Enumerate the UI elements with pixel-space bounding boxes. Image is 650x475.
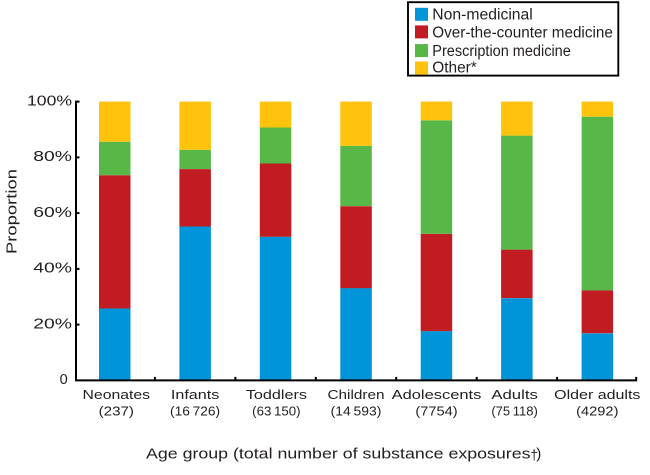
- svg-text:(237): (237): [99, 403, 134, 418]
- svg-text:Infants: Infants: [171, 387, 220, 402]
- svg-text:(63 150): (63 150): [252, 403, 300, 418]
- svg-text:60%: 60%: [33, 205, 72, 221]
- svg-text:80%: 80%: [33, 149, 72, 165]
- svg-text:Adults: Adults: [491, 387, 538, 402]
- svg-text:0: 0: [60, 372, 68, 388]
- svg-text:40%: 40%: [33, 261, 72, 277]
- svg-text:Adolescents: Adolescents: [392, 387, 482, 402]
- svg-text:(16 726): (16 726): [170, 403, 220, 418]
- svg-text:Age group (total number of sub: Age group (total number of substance exp…: [146, 445, 531, 462]
- svg-text:(4292): (4292): [576, 403, 618, 418]
- svg-text:): ): [536, 445, 541, 462]
- svg-text:Prescription medicine: Prescription medicine: [432, 43, 571, 60]
- svg-text:Toddlers: Toddlers: [246, 387, 308, 402]
- svg-text:Neonates: Neonates: [83, 387, 151, 402]
- svg-text:20%: 20%: [33, 316, 72, 332]
- svg-text:(7754): (7754): [415, 403, 457, 418]
- svg-text:Other*: Other*: [432, 60, 477, 77]
- svg-text:Older adults: Older adults: [554, 387, 641, 402]
- svg-text:Over-the-counter medicine: Over-the-counter medicine: [432, 24, 613, 41]
- svg-text:(14 593): (14 593): [331, 403, 382, 418]
- svg-text:Non-medicinal: Non-medicinal: [432, 7, 533, 24]
- svg-text:(75 118): (75 118): [491, 403, 538, 418]
- svg-text:Proportion: Proportion: [4, 169, 21, 254]
- svg-text:100%: 100%: [27, 93, 72, 109]
- svg-text:†: †: [530, 446, 538, 462]
- svg-text:Children: Children: [328, 387, 385, 402]
